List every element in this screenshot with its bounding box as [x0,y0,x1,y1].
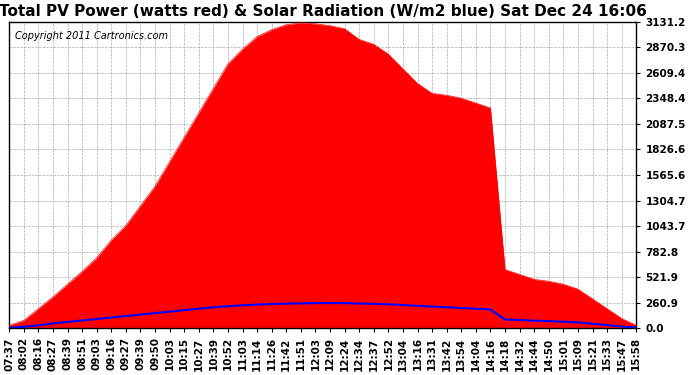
Title: Total PV Power (watts red) & Solar Radiation (W/m2 blue) Sat Dec 24 16:06: Total PV Power (watts red) & Solar Radia… [0,4,647,19]
Text: Copyright 2011 Cartronics.com: Copyright 2011 Cartronics.com [15,31,168,41]
